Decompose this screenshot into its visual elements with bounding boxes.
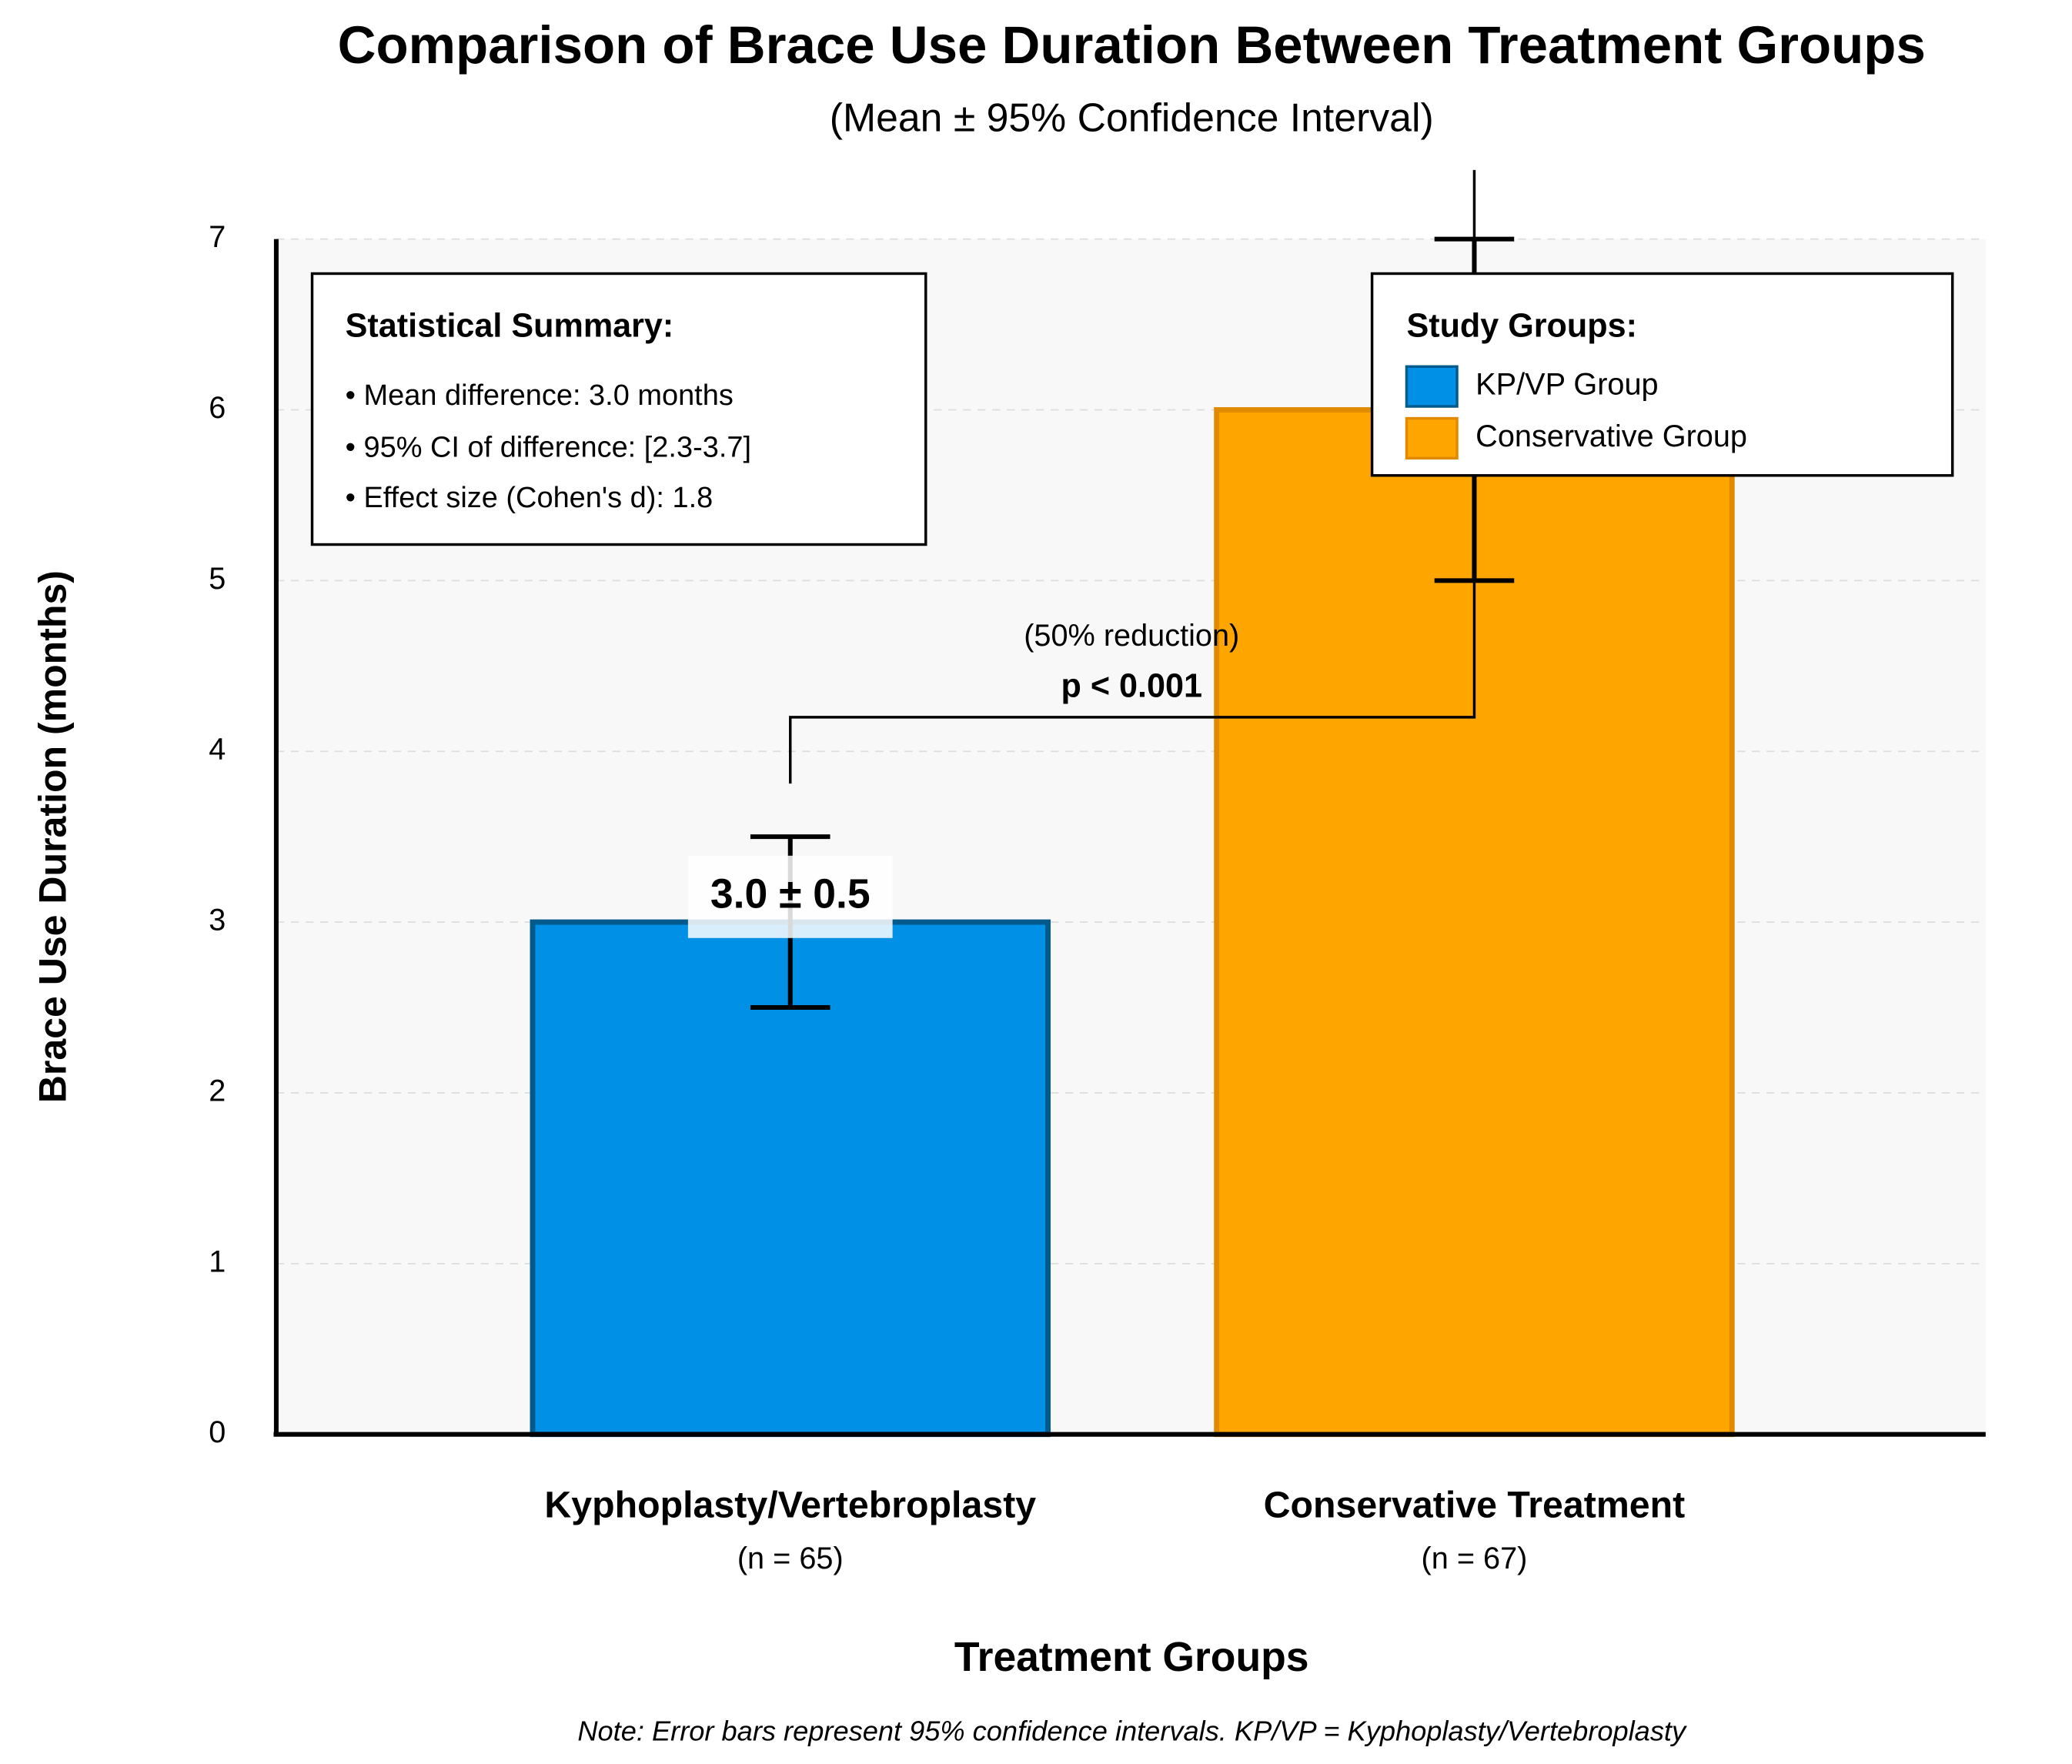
stats-line: • Effect size (Cohen's d): 1.8 — [346, 482, 714, 514]
note: Note: Error bars represent 95% confidenc… — [577, 1716, 1687, 1747]
value-label: 3.0 ± 0.5 — [710, 871, 871, 917]
y-tick-label: 1 — [209, 1244, 226, 1278]
x-axis-label: Treatment Groups — [954, 1635, 1309, 1680]
y-tick-label: 6 — [209, 391, 226, 425]
y-tick-label: 0 — [209, 1415, 226, 1449]
value-label-box — [687, 855, 893, 938]
x-tick-label: Conservative Treatment — [1264, 1484, 1686, 1525]
stats-line: • 95% CI of difference: [2.3-3.7] — [346, 431, 751, 463]
legend-label: Conservative Group — [1475, 419, 1747, 453]
annotation: p < 0.001 — [1061, 667, 1202, 704]
stats-line: • Mean difference: 3.0 months — [346, 379, 734, 412]
legend-swatch — [1405, 416, 1459, 460]
legend-title: Study Groups: — [1406, 308, 1636, 345]
y-tick-label: 3 — [209, 904, 226, 937]
x-tick-sublabel: (n = 65) — [737, 1542, 844, 1575]
legend-label: KP/VP Group — [1475, 368, 1658, 402]
stats-title: Statistical Summary: — [346, 308, 674, 345]
legend: KP/VP Group Conservative Group — [1405, 365, 1747, 460]
legend-swatch — [1405, 365, 1459, 408]
x-tick-label: Kyphoplasty/Vertebroplasty — [544, 1484, 1036, 1525]
y-tick-label: 5 — [209, 562, 226, 596]
x-tick-sublabel: (n = 67) — [1422, 1542, 1528, 1575]
chart-subtitle: (Mean ± 95% Confidence Interval) — [830, 95, 1434, 140]
legend-box — [1370, 272, 1954, 477]
y-axis-label: Brace Use Duration (months) — [32, 570, 75, 1103]
y-tick-label: 4 — [209, 733, 226, 767]
annotation: (50% reduction) — [1024, 619, 1239, 653]
y-tick-label: 7 — [209, 220, 226, 254]
y-tick-label: 2 — [209, 1074, 226, 1108]
chart-title: Comparison of Brace Use Duration Between… — [338, 15, 1926, 75]
stats-box — [310, 272, 927, 546]
